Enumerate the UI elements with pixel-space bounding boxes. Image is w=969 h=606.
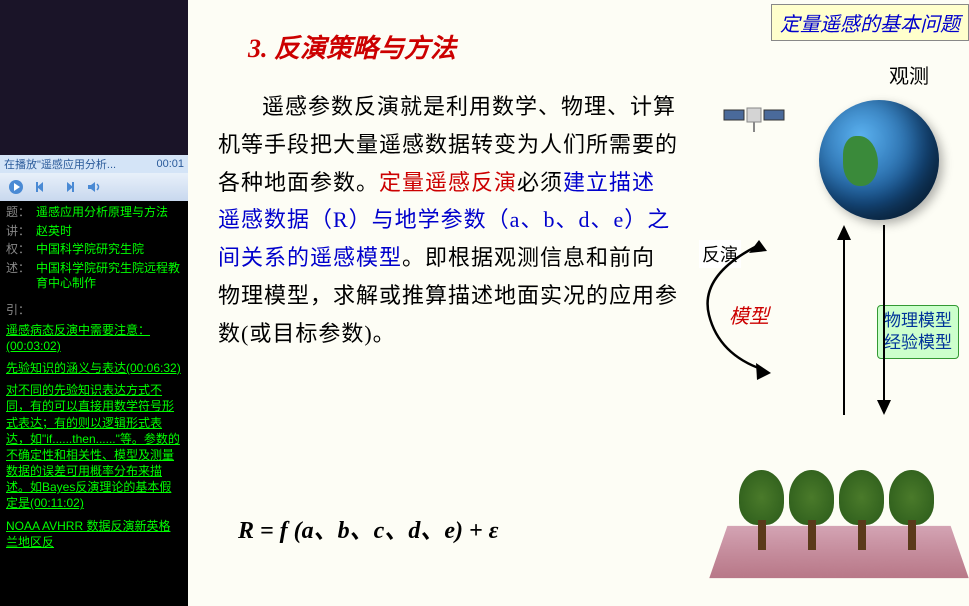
tree-icon [789,470,834,550]
app-container: 在播放"遥感应用分析... 00:01 题：遥感应用分析原理与方法 讲：赵英时 … [0,0,969,606]
video-thumbnail[interactable] [0,0,188,155]
tree-icon [839,470,884,550]
index-link[interactable]: NOAA AVHRR 数据反演新英格兰地区反 [6,518,182,550]
info-label-lecturer: 讲： [6,224,36,240]
tree-icon [889,470,934,550]
index-section: 引： 遥感病态反演中需要注意：(00:03:02) 先验知识的涵义与表达(00:… [0,299,188,560]
sidebar: 在播放"遥感应用分析... 00:01 题：遥感应用分析原理与方法 讲：赵英时 … [0,0,188,606]
timestamp: 00:01 [156,158,184,170]
info-title: 遥感应用分析原理与方法 [36,205,182,221]
player-controls [0,173,188,201]
para-red: 定量遥感反演 [379,170,517,195]
curve-arrow-icon [689,235,789,385]
tree-icon [739,470,784,550]
info-label-title: 题： [6,205,36,221]
globe-icon [819,100,939,220]
status-bar: 在播放"遥感应用分析... 00:01 [0,155,188,173]
slide-title: 3. 反演策略与方法 [248,28,456,65]
satellite-icon [719,90,789,140]
info-label-rights: 权： [6,242,36,258]
diagram: 观测 反演 模型 物理模型 经验模型 [679,50,959,600]
terrain-illustration [719,440,959,580]
volume-button[interactable] [84,177,104,197]
slide-body: 遥感参数反演就是利用数学、物理、计算机等手段把大量遥感数据转变为人们所需要的各种… [218,88,678,353]
para-text: 必须 [517,170,563,195]
info-label-producer: 述： [6,261,36,292]
prev-button[interactable] [32,177,52,197]
index-link[interactable]: 先验知识的涵义与表达(00:06:32) [6,360,182,376]
observation-label: 观测 [889,60,929,89]
info-rights: 中国科学院研究生院 [36,242,182,258]
slide-area: 定量遥感的基本问题 3. 反演策略与方法 遥感参数反演就是利用数学、物理、计算机… [188,0,969,606]
slide-banner: 定量遥感的基本问题 [771,4,969,41]
index-label: 引： [6,303,36,319]
arrow-down-icon [869,220,899,420]
index-link[interactable]: 遥感病态反演中需要注意：(00:03:02) [6,322,182,354]
play-button[interactable] [6,177,26,197]
info-producer: 中国科学院研究生院远程教育中心制作 [36,261,182,292]
now-playing-text: 在播放"遥感应用分析... [4,156,156,172]
index-link[interactable]: 对不同的先验知识表达方式不同，有的可以直接用数学符号形式表达；有的则以逻辑形式表… [6,382,182,512]
equation: R = f (a、b、c、d、e) + ε [238,510,498,545]
next-button[interactable] [58,177,78,197]
info-section: 题：遥感应用分析原理与方法 讲：赵英时 权：中国科学院研究生院 述：中国科学院研… [0,201,188,299]
info-lecturer: 赵英时 [36,224,182,240]
arrow-up-icon [829,220,859,420]
